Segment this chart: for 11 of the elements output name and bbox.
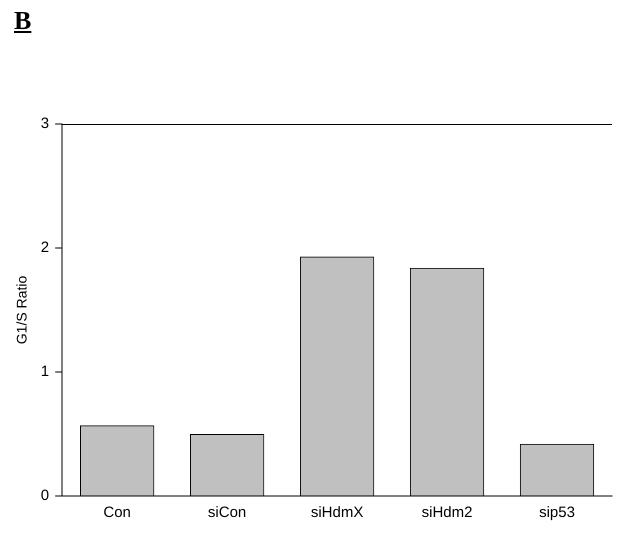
x-tick-label: siHdm2 [422,504,472,522]
x-tick-label: sip53 [539,504,575,522]
y-axis-title: G1/S Ratio [13,276,30,344]
x-tick-label: Con [103,504,131,522]
chart-title: B [14,6,32,36]
x-tick-label: siHdmX [310,504,364,522]
y-tick-label: 1 [40,363,50,380]
y-tick-label: 2 [40,239,50,256]
x-tick-label: siCon [208,504,246,522]
y-tick-label: 3 [40,115,50,132]
y-tick-label: 0 [40,487,50,504]
